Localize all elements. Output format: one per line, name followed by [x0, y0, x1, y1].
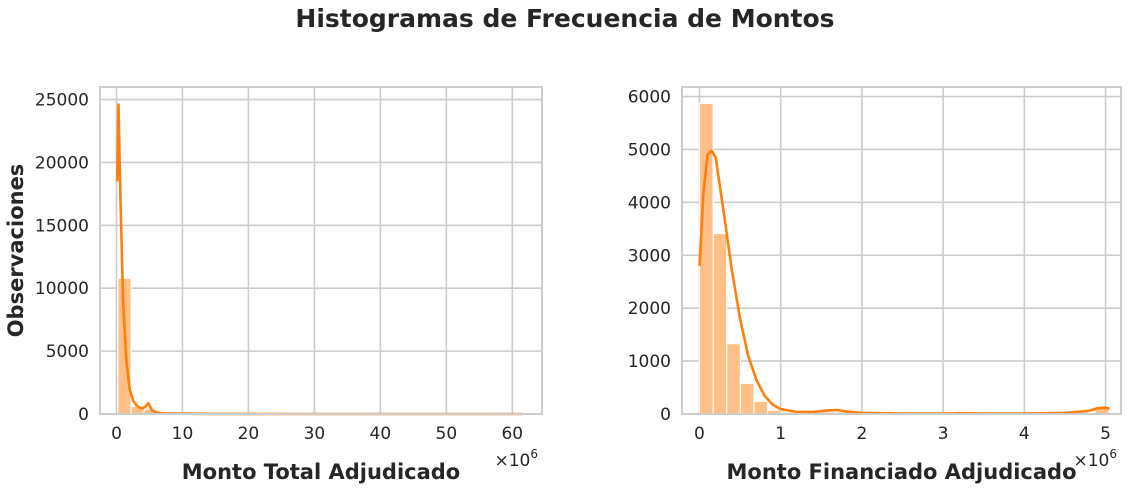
y-tick-label: 2000 — [628, 299, 671, 319]
x-tick-label: 50 — [436, 424, 458, 444]
x-axis-label: Monto Total Adjudicado — [182, 460, 460, 484]
x-axis-offset-text: ×106 — [1073, 447, 1117, 471]
y-tick-label: 25000 — [35, 91, 89, 111]
y-tick-label: 5000 — [46, 342, 89, 362]
y-tick-label: 15000 — [35, 216, 89, 236]
histogram-bar — [753, 400, 769, 415]
x-axis-offset-text: ×106 — [494, 447, 538, 471]
x-tick-label: 2 — [856, 424, 867, 444]
y-tick-label: 0 — [660, 405, 671, 425]
histogram-bar — [726, 343, 741, 415]
x-tick-label: 0 — [111, 424, 122, 444]
y-tick-label: 3000 — [628, 246, 671, 266]
x-tick-label: 10 — [172, 424, 194, 444]
x-tick-label: 0 — [694, 424, 705, 444]
x-axis-label: Monto Financiado Adjudicado — [727, 460, 1077, 484]
kde-curve — [698, 149, 1110, 415]
y-tick-label: 6000 — [628, 88, 671, 108]
y-tick-label: 4000 — [628, 193, 671, 213]
x-tick-label: 4 — [1019, 424, 1030, 444]
y-tick-label: 20000 — [35, 153, 89, 173]
subplot-2: 0 1000 2000 3000 4000 5000 6000 0 1 2 3 4 5 Monto Fin… — [628, 86, 1122, 484]
x-tick-label: 60 — [501, 424, 523, 444]
x-tick-label: 30 — [304, 424, 326, 444]
kde-curve — [115, 103, 523, 416]
histogram-bar — [712, 232, 728, 415]
x-tick-label: 40 — [370, 424, 392, 444]
axes-frame — [99, 86, 543, 415]
y-tick-label: 1000 — [628, 352, 671, 372]
y-tick-label: 10000 — [35, 279, 89, 299]
y-tick-label: 0 — [78, 405, 89, 425]
y-axis-label: Observaciones — [4, 164, 28, 338]
subplot-1: 0 5000 10000 15000 20000 25000 0 10 20 30 40 50 60 Mo… — [4, 86, 543, 484]
x-tick-label: 1 — [775, 424, 786, 444]
y-tick-label: 5000 — [628, 140, 671, 160]
histogram-bar — [739, 382, 755, 415]
x-tick-label: 3 — [938, 424, 949, 444]
x-tick-label: 20 — [238, 424, 260, 444]
x-tick-label: 5 — [1100, 424, 1111, 444]
figure-title: Histogramas de Frecuencia de Montos — [295, 4, 835, 33]
axes-frame — [681, 86, 1122, 415]
